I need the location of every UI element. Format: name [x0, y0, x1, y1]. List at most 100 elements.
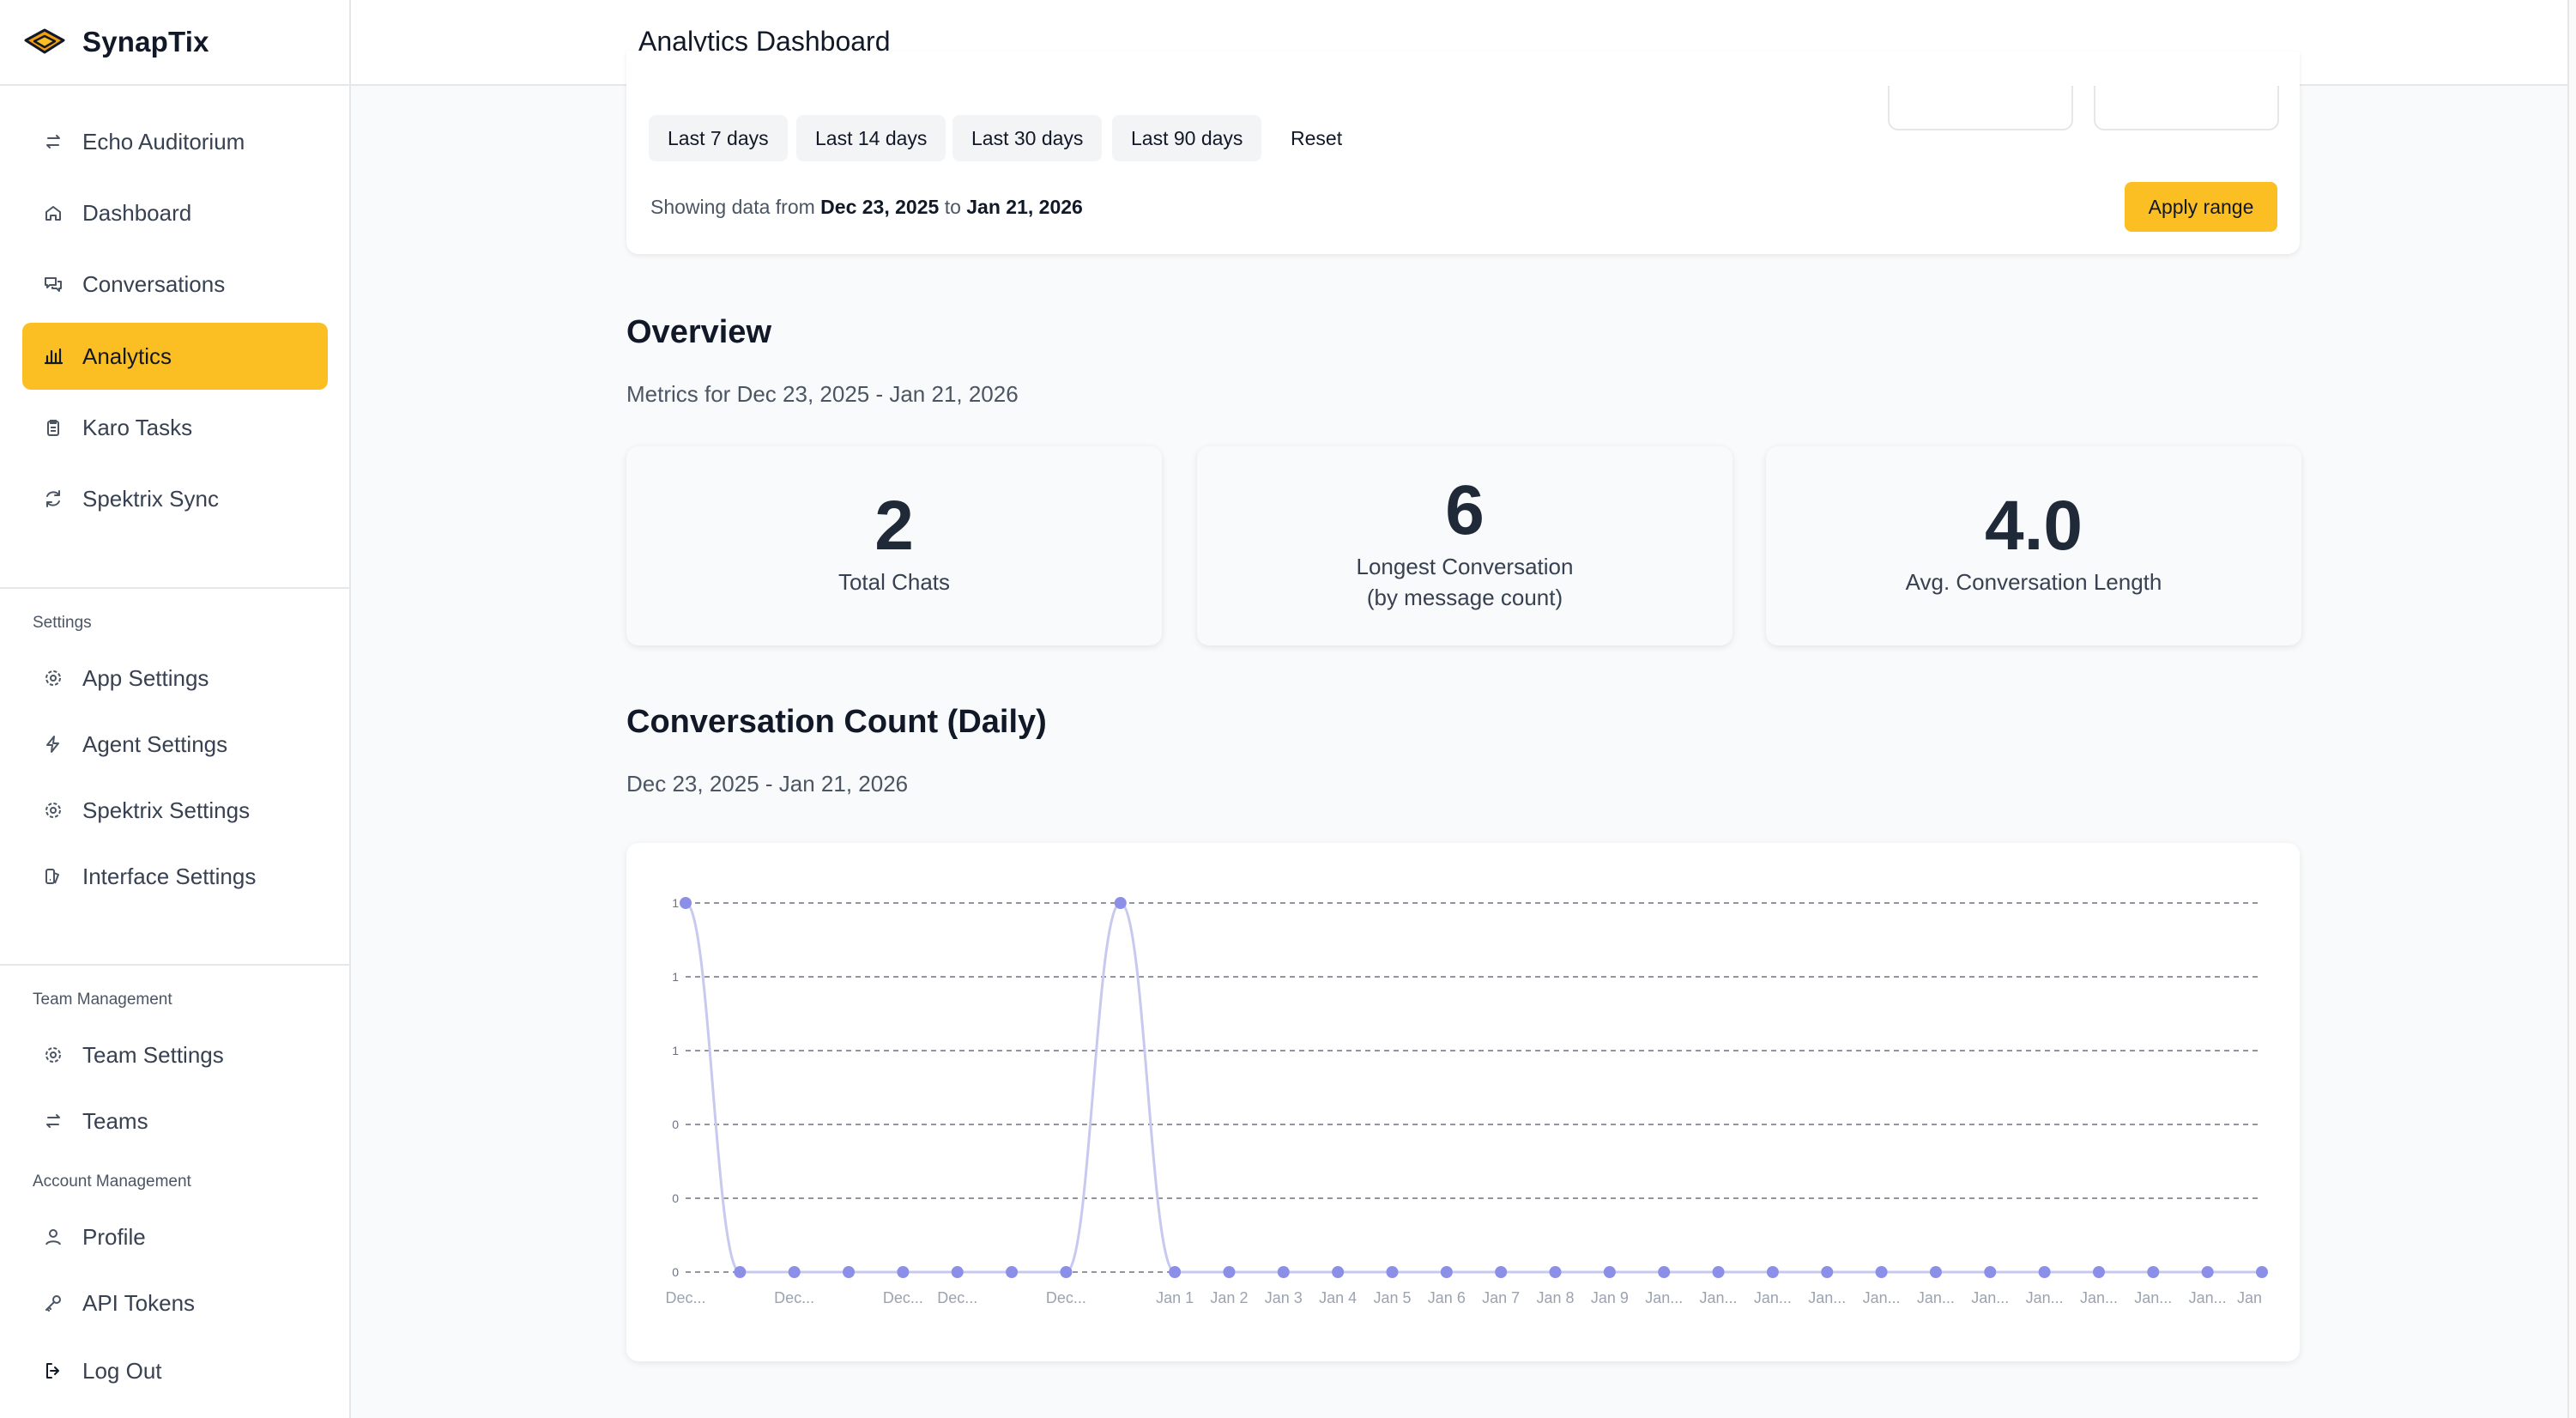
- data-point[interactable]: [2256, 1266, 2268, 1278]
- sidebar-item-log-out[interactable]: Log Out: [22, 1337, 328, 1404]
- data-point[interactable]: [1440, 1266, 1453, 1278]
- sidebar-item-team-settings[interactable]: Team Settings: [22, 1021, 328, 1088]
- data-point[interactable]: [1332, 1266, 1345, 1278]
- data-point[interactable]: [1223, 1266, 1236, 1278]
- x-tick-label: Jan 1: [1156, 1289, 1194, 1306]
- data-point[interactable]: [788, 1266, 801, 1278]
- series-line: [685, 901, 2262, 1274]
- user-icon: [43, 1227, 63, 1247]
- showing-range-text: Showing data from Dec 23, 2025 to Jan 21…: [650, 196, 1083, 219]
- overview-subtitle: Metrics for Dec 23, 2025 - Jan 21, 2026: [626, 381, 1019, 407]
- clipboard-icon: [43, 417, 63, 438]
- sidebar-item-agent-settings[interactable]: Agent Settings: [22, 711, 328, 778]
- data-point[interactable]: [2092, 1266, 2105, 1278]
- home-icon: [43, 203, 63, 223]
- sidebar-item-analytics[interactable]: Analytics: [22, 323, 328, 390]
- sidebar-item-api-tokens[interactable]: API Tokens: [22, 1270, 328, 1336]
- logout-icon: [43, 1360, 63, 1381]
- gear-icon: [43, 800, 63, 821]
- data-point[interactable]: [897, 1266, 910, 1278]
- showing-to-word: to: [944, 196, 961, 218]
- sidebar-divider: [0, 964, 351, 966]
- sidebar-item-conversations[interactable]: Conversations: [22, 251, 328, 318]
- data-point[interactable]: [843, 1266, 856, 1278]
- brand[interactable]: SynapTix: [0, 0, 351, 86]
- arrows-swap-icon: [43, 131, 63, 152]
- data-point[interactable]: [2201, 1266, 2214, 1278]
- data-point[interactable]: [1603, 1266, 1616, 1278]
- range-last-14-days-button[interactable]: Last 14 days: [796, 115, 946, 161]
- chart-subtitle: Dec 23, 2025 - Jan 21, 2026: [626, 771, 909, 797]
- sidebar-item-interface-settings[interactable]: Interface Settings: [22, 843, 328, 910]
- x-tick-label: Dec...: [1046, 1289, 1086, 1306]
- data-point[interactable]: [1766, 1266, 1779, 1278]
- x-tick-label: Dec...: [774, 1289, 814, 1306]
- data-point[interactable]: [1875, 1266, 1888, 1278]
- sidebar-item-label: Teams: [82, 1107, 148, 1134]
- sidebar-item-spektrix-sync[interactable]: Spektrix Sync: [22, 465, 328, 532]
- overview-title: Overview: [626, 314, 771, 350]
- sidebar-item-label: Interface Settings: [82, 863, 257, 889]
- conversation-count-chart: 0 0 0 1 1 1 Dec... Dec... Dec... Dec... Dec... Jan …: [626, 843, 2300, 1361]
- sidebar-item-karo-tasks[interactable]: Karo Tasks: [22, 394, 328, 461]
- data-point[interactable]: [1984, 1266, 1997, 1278]
- sidebar-item-dashboard[interactable]: Dashboard: [22, 179, 328, 246]
- data-point[interactable]: [734, 1266, 747, 1278]
- data-point[interactable]: [1114, 897, 1127, 909]
- data-point[interactable]: [680, 897, 692, 909]
- data-point[interactable]: [1006, 1266, 1019, 1278]
- sidebar-item-echo-auditorium[interactable]: Echo Auditorium: [22, 108, 328, 175]
- data-point[interactable]: [1386, 1266, 1399, 1278]
- range-to-date: Jan 21, 2026: [966, 196, 1083, 218]
- range-last-7-days-button[interactable]: Last 7 days: [649, 115, 788, 161]
- sidebar: SynapTix Echo Auditorium Dashboard Convers…: [0, 0, 351, 1418]
- refresh-icon: [43, 488, 63, 509]
- sidebar-item-teams[interactable]: Teams: [22, 1088, 328, 1154]
- partial-date-input[interactable]: [2094, 86, 2279, 130]
- sidebar-item-app-settings[interactable]: App Settings: [22, 645, 328, 712]
- sidebar-item-spektrix-settings[interactable]: Spektrix Settings: [22, 777, 328, 844]
- metric-card-longest-conversation: 6 Longest Conversation (by message count…: [1197, 446, 1732, 645]
- scrollbar[interactable]: [2567, 0, 2576, 1418]
- x-tick-label: Dec...: [937, 1289, 977, 1306]
- x-tick-label: Jan 8: [1536, 1289, 1574, 1306]
- x-tick-label: Jan...: [2026, 1289, 2064, 1306]
- data-point[interactable]: [1821, 1266, 1834, 1278]
- y-tick-label: 1: [672, 1044, 679, 1057]
- data-point[interactable]: [1060, 1266, 1073, 1278]
- data-point[interactable]: [1658, 1266, 1671, 1278]
- data-point[interactable]: [1169, 1266, 1182, 1278]
- bar-chart-icon: [43, 346, 63, 367]
- metric-value: 6: [1445, 471, 1485, 549]
- x-tick-label: Jan 3: [1265, 1289, 1303, 1306]
- data-point[interactable]: [1549, 1266, 1562, 1278]
- x-tick-label: Jan...: [1700, 1289, 1738, 1306]
- synaptix-logo-icon: [24, 28, 65, 54]
- data-point[interactable]: [1495, 1266, 1508, 1278]
- x-tick-label: Jan 9: [1591, 1289, 1629, 1306]
- metric-card-total-chats: 2 Total Chats: [626, 446, 1162, 645]
- partial-date-input[interactable]: [1888, 86, 2073, 130]
- reset-range-button[interactable]: Reset: [1272, 115, 1361, 161]
- range-last-90-days-button[interactable]: Last 90 days: [1112, 115, 1262, 161]
- data-point[interactable]: [2147, 1266, 2160, 1278]
- apply-range-button[interactable]: Apply range: [2125, 182, 2277, 232]
- section-title-account: Account Management: [33, 1173, 191, 1191]
- data-point[interactable]: [1929, 1266, 1942, 1278]
- key-icon: [43, 1293, 63, 1313]
- x-tick-label: Jan...: [1645, 1289, 1683, 1306]
- sidebar-item-label: Log Out: [82, 1357, 162, 1384]
- x-tick-label: Jan...: [1971, 1289, 2009, 1306]
- data-point[interactable]: [2038, 1266, 2051, 1278]
- y-tick-label: 0: [672, 1265, 679, 1279]
- x-tick-label: Jan...: [2134, 1289, 2172, 1306]
- data-point[interactable]: [1277, 1266, 1290, 1278]
- sidebar-item-profile[interactable]: Profile: [22, 1203, 328, 1270]
- data-point[interactable]: [1712, 1266, 1725, 1278]
- range-last-30-days-button[interactable]: Last 30 days: [952, 115, 1103, 161]
- range-from-date: Dec 23, 2025: [820, 196, 940, 218]
- metric-value: 2: [874, 487, 914, 565]
- brand-name: SynapTix: [82, 26, 209, 58]
- sidebar-item-label: API Tokens: [82, 1289, 196, 1316]
- data-point[interactable]: [951, 1266, 964, 1278]
